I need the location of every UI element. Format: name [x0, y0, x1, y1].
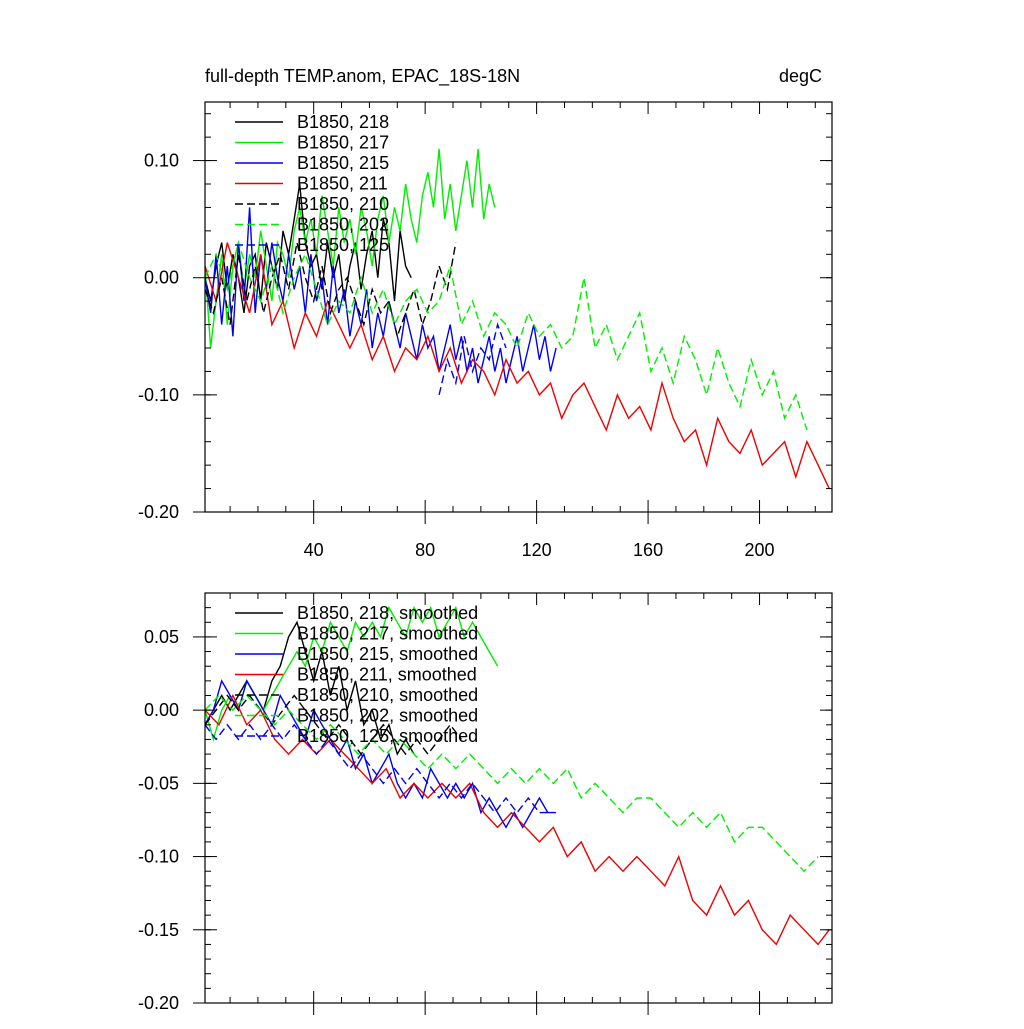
y-tick-label: -0.20 [138, 502, 179, 522]
legend-label-1: B1850, 217, smoothed [297, 624, 478, 644]
legend-label-5: B1850, 202, smoothed [297, 706, 478, 726]
plot-frame [204, 101, 833, 513]
y-tick-label: -0.15 [138, 920, 179, 940]
y-tick-label: 0.10 [144, 151, 179, 171]
legend-label-0: B1850, 218 [297, 112, 389, 132]
x-tick-label: 120 [522, 540, 552, 560]
series-line-5 [205, 694, 819, 873]
legend-label-1: B1850, 217 [297, 133, 389, 153]
bottom-panel: 0.05 0.00 -0.05 -0.10 -0.15 -0.20 B1850, 218, … [138, 592, 833, 1015]
series-line-3 [205, 693, 830, 946]
x-tick-label: 40 [304, 540, 324, 560]
legend-label-3: B1850, 211, smoothed [297, 665, 477, 685]
y-tick-label: -0.10 [138, 847, 179, 867]
series-line-0 [205, 183, 412, 314]
series-line-2 [205, 679, 557, 829]
legend-label-2: B1850, 215, smoothed [297, 644, 478, 664]
series-line-5 [205, 239, 808, 431]
legend-label-5: B1850, 202 [297, 215, 389, 235]
legend-label-6: B1850, 125, smoothed [297, 726, 478, 746]
x-tick-label: 160 [633, 540, 663, 560]
y-tick-label: 0.00 [144, 700, 179, 720]
chart-title: full-depth TEMP.anom, EPAC_18S-18N [205, 66, 520, 87]
series-line-0 [205, 620, 415, 756]
series-line-4 [205, 242, 457, 339]
legend-label-2: B1850, 215 [297, 153, 389, 173]
series-line-6 [205, 723, 551, 814]
y-tick-label: -0.20 [138, 993, 179, 1013]
legend-label-4: B1850, 210 [297, 194, 389, 214]
x-tick-label: 80 [415, 540, 435, 560]
legend-label-4: B1850, 210, smoothed [297, 685, 478, 705]
y-tick-label: -0.10 [138, 385, 179, 405]
series-line-6 [438, 322, 507, 396]
series-line-4 [205, 694, 462, 756]
units-label: degC [779, 66, 822, 86]
x-tick-label: 200 [745, 540, 775, 560]
legend-label-6: B1850, 125 [297, 235, 389, 255]
y-tick-label: -0.05 [138, 773, 179, 793]
series-line-3 [205, 242, 830, 489]
y-tick-label: 0.05 [144, 627, 179, 647]
y-tick-label: 0.00 [144, 268, 179, 288]
series-group [205, 148, 830, 489]
series-group [205, 605, 830, 946]
top-panel: full-depth TEMP.anom, EPAC_18S-18N degC … [138, 66, 833, 560]
legend-label-0: B1850, 218, smoothed [297, 603, 478, 623]
legend-label-3: B1850, 211 [297, 174, 388, 194]
